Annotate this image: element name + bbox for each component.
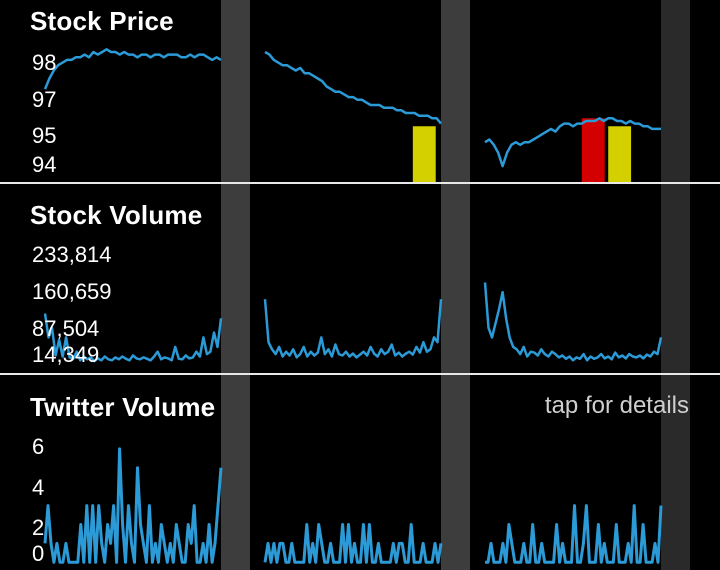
- twitter-volume-chart: [43, 447, 663, 564]
- y-tick-label: 87,504: [32, 316, 100, 341]
- y-tick-label: 160,659: [32, 279, 112, 304]
- series-line-segment-2: [263, 299, 443, 359]
- series-line-segment-3: [485, 504, 663, 564]
- stock-volume-chart: [43, 282, 663, 363]
- y-tick-label: 2: [32, 515, 45, 540]
- panel-divider: [0, 182, 720, 184]
- y-tick-label: 97: [32, 87, 57, 112]
- y-tick-label: 4: [32, 475, 45, 500]
- series-line-segment-1: [43, 313, 223, 363]
- session-gap-2: [441, 0, 470, 570]
- session-gap-3: [661, 0, 690, 570]
- y-tick-label: 14,349: [32, 342, 100, 367]
- series-line-segment-1: [43, 447, 223, 564]
- stock-volume-panel[interactable]: Stock Volume 233,814 160,659 87,504 14,3…: [0, 184, 720, 373]
- series-line-segment-2: [264, 50, 442, 125]
- y-tick-label: 6: [32, 434, 45, 459]
- series-line-segment-2: [263, 523, 443, 564]
- y-tick-label: 0: [32, 541, 45, 566]
- red-event-marker[interactable]: [581, 118, 605, 182]
- series-line-segment-3: [484, 117, 661, 168]
- panel-title: Twitter Volume: [30, 392, 216, 422]
- y-tick-label: 94: [32, 152, 57, 177]
- stock-price-panel[interactable]: Stock Price 98 97 95 94: [0, 0, 720, 182]
- panel-divider: [0, 373, 720, 375]
- series-line-segment-1: [43, 48, 222, 90]
- yellow-event-marker[interactable]: [412, 126, 436, 182]
- y-tick-label: 233,814: [32, 242, 112, 267]
- session-gap-1: [221, 0, 250, 570]
- y-tick-label: 95: [32, 123, 57, 148]
- series-line-segment-3: [483, 282, 663, 362]
- yellow-event-marker[interactable]: [608, 126, 632, 182]
- stock-price-chart: [43, 48, 661, 182]
- twitter-volume-panel[interactable]: Twitter Volume tap for details 6 4 2 0: [0, 375, 720, 570]
- tap-for-details-hint[interactable]: tap for details: [544, 392, 689, 419]
- panel-title: Stock Volume: [30, 200, 203, 230]
- panel-title: Stock Price: [30, 6, 174, 36]
- y-tick-label: 98: [32, 50, 57, 75]
